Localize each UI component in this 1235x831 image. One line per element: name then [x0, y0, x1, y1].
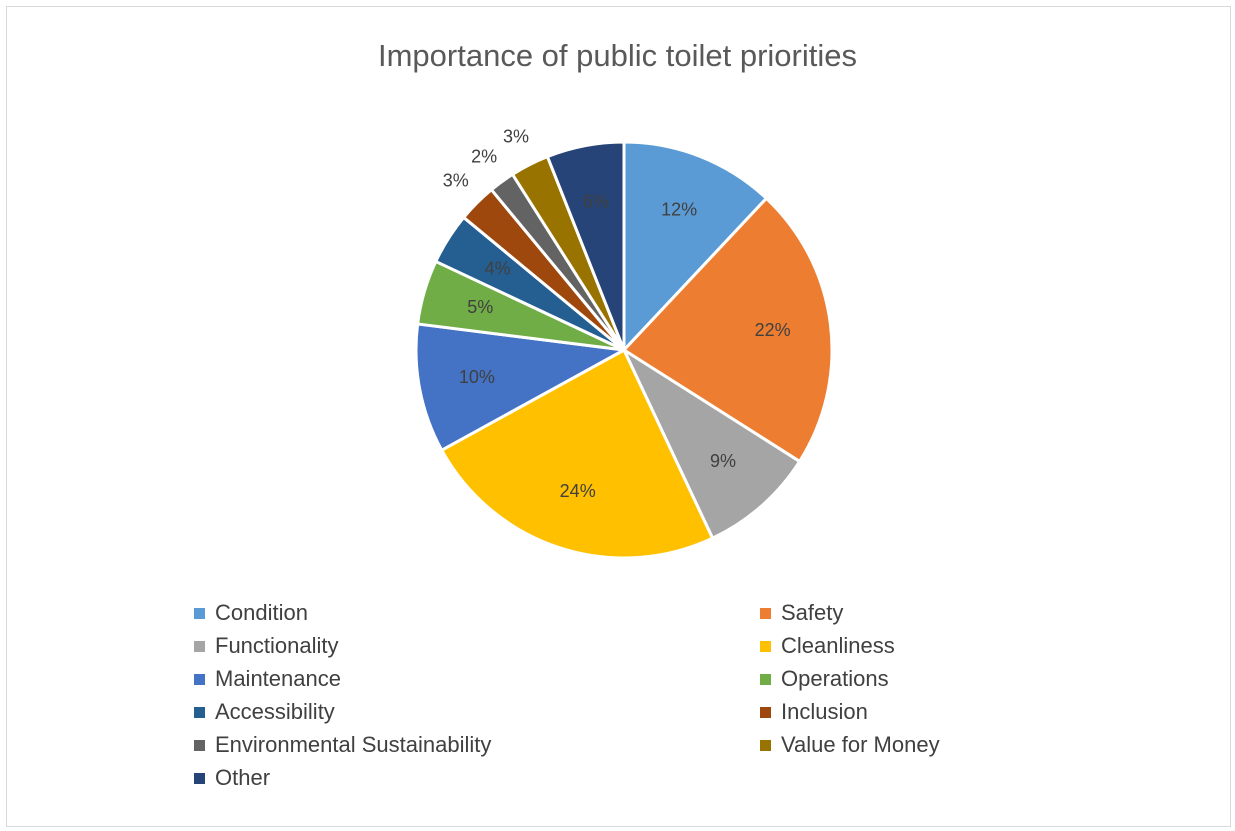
legend-item-functionality: Functionality — [194, 631, 760, 661]
legend-item-accessibility: Accessibility — [194, 697, 760, 727]
data-label-safety: 22% — [755, 320, 791, 340]
legend-swatch — [194, 706, 205, 718]
legend-label: Other — [215, 765, 271, 790]
legend-label: Environmental Sustainability — [215, 732, 492, 757]
data-label-value-for-money: 3% — [503, 127, 529, 147]
legend-swatch — [760, 739, 771, 751]
legend-swatch — [194, 607, 205, 619]
legend-label: Maintenance — [215, 666, 341, 691]
data-label-other: 6% — [583, 192, 609, 212]
legend-swatch — [760, 640, 771, 652]
legend-item-operations: Operations — [760, 664, 1010, 694]
legend-label: Functionality — [215, 633, 339, 658]
legend-item-maintenance: Maintenance — [194, 664, 760, 694]
legend-item-other: Other — [194, 763, 760, 793]
legend-swatch — [760, 607, 771, 619]
pie-slice-condition — [622, 140, 768, 352]
data-label-condition: 12% — [661, 200, 697, 220]
legend-swatch — [760, 673, 771, 685]
pie-slice-maintenance — [414, 322, 626, 452]
legend-swatch — [194, 673, 205, 685]
chart-title: Importance of public toilet priorities — [377, 38, 857, 73]
data-label-accessibility: 4% — [485, 259, 511, 279]
legend-label: Condition — [215, 600, 308, 625]
legend-item-cleanliness: Cleanliness — [760, 631, 1010, 661]
legend-swatch — [194, 772, 205, 784]
legend-item-inclusion: Inclusion — [760, 697, 1010, 727]
legend-label: Inclusion — [781, 699, 868, 724]
data-label-functionality: 9% — [710, 451, 736, 471]
data-label-maintenance: 10% — [459, 367, 495, 387]
pie-slice-other — [545, 140, 626, 352]
legend-label: Operations — [781, 666, 889, 691]
data-label-operations: 5% — [467, 297, 493, 317]
legend-swatch — [194, 739, 205, 751]
data-label-cleanliness: 24% — [560, 481, 596, 501]
legend-label: Value for Money — [781, 732, 940, 757]
data-label-inclusion: 3% — [443, 170, 469, 190]
legend-item-value-for-money: Value for Money — [760, 730, 1010, 760]
pie-chart: 12%22%9%24%10%5%4%3%2%3%6% — [414, 127, 834, 560]
legend-item-condition: Condition — [194, 598, 760, 628]
pie-slice-functionality — [622, 348, 802, 540]
data-label-environmental-sustainability: 2% — [471, 146, 497, 166]
legend-item-safety: Safety — [760, 598, 1010, 628]
legend-label: Cleanliness — [781, 633, 895, 658]
pie-slice-cleanliness — [440, 348, 715, 560]
pie-slice-safety — [622, 196, 834, 463]
legend-swatch — [194, 640, 205, 652]
legend: Condition Safety Functionality Cleanliness M… — [194, 598, 1014, 793]
legend-swatch — [760, 706, 771, 718]
legend-item-environmental-sustainability: Environmental Sustainability — [194, 730, 760, 760]
legend-label: Accessibility — [215, 699, 335, 724]
legend-label: Safety — [781, 600, 844, 625]
